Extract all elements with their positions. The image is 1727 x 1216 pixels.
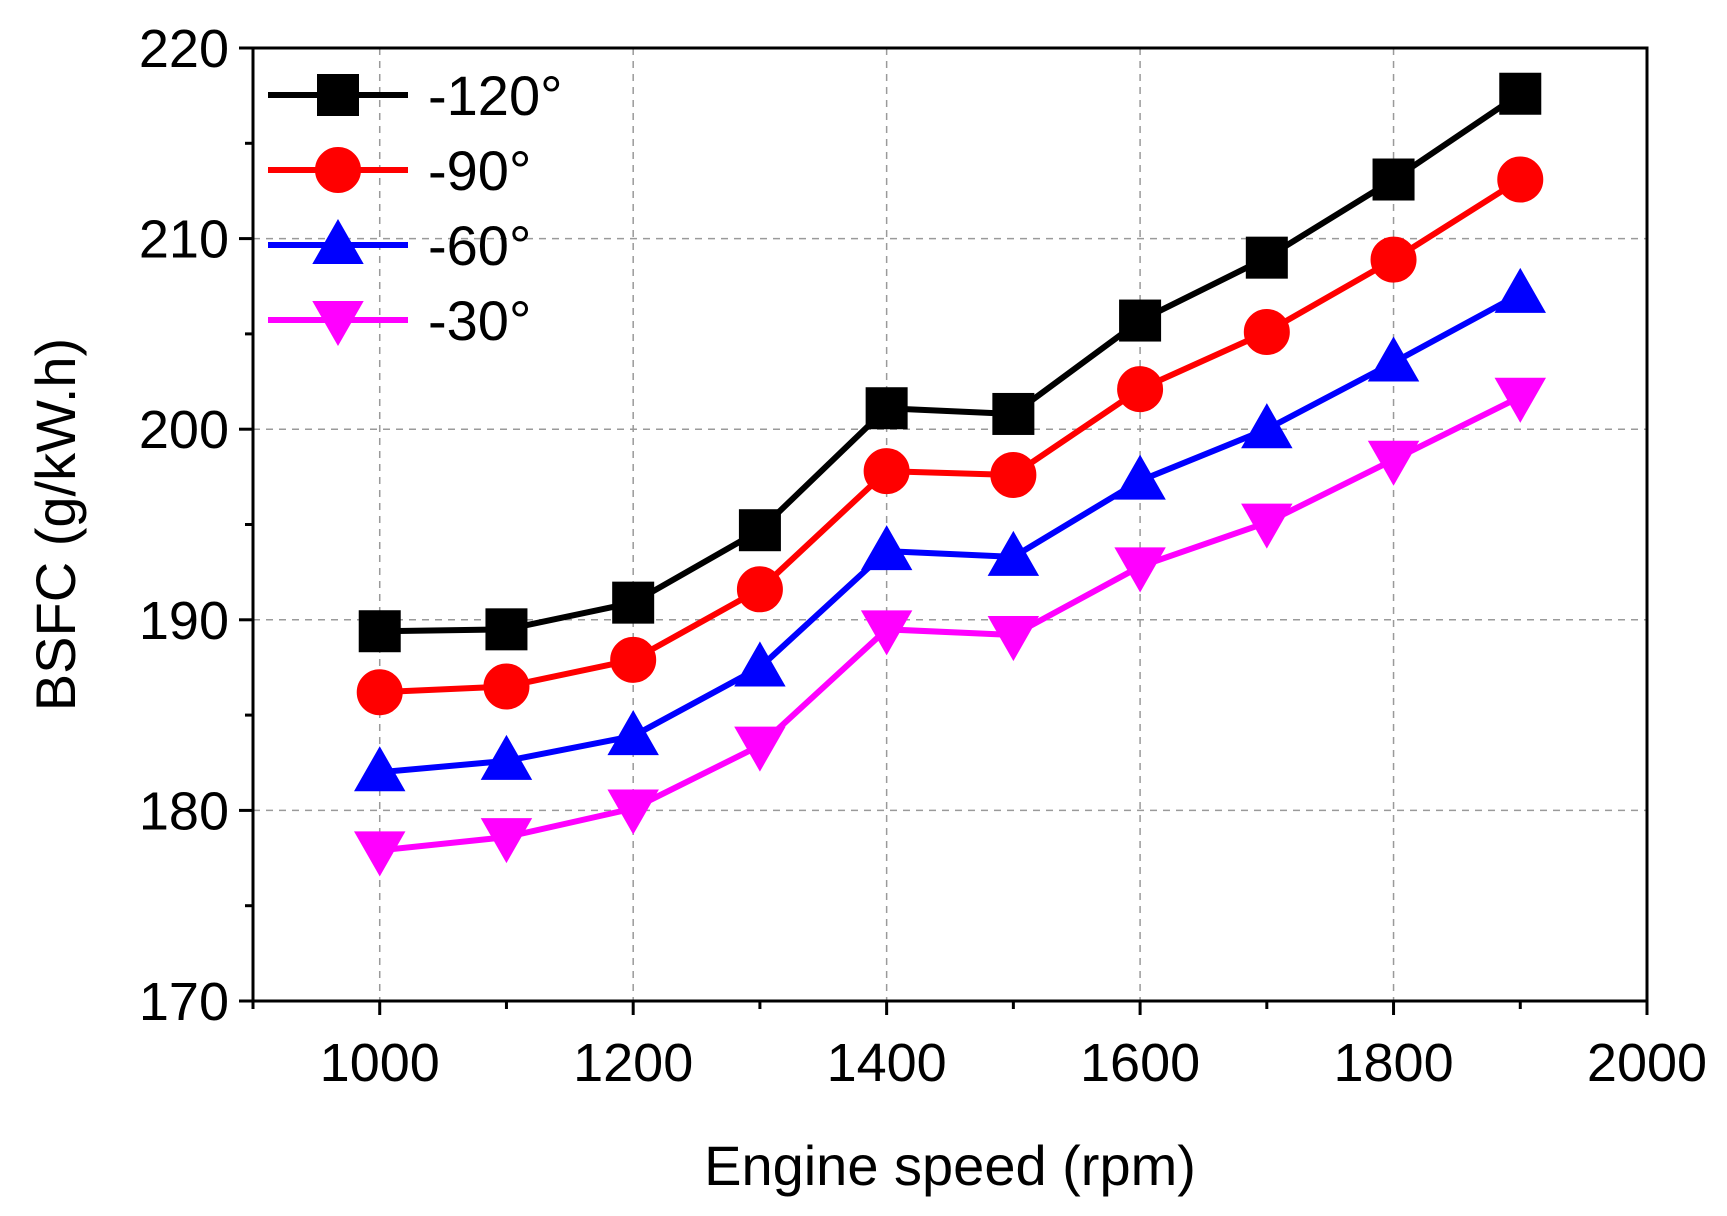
x-tick-label: 1200	[573, 1033, 693, 1093]
legend: -120° -90° -60° -30°	[268, 64, 562, 352]
x-tick-label: 2000	[1587, 1033, 1707, 1093]
legend-marker	[312, 218, 364, 264]
data-point	[1241, 503, 1293, 549]
data-point	[610, 636, 657, 683]
x-tick-label: 1800	[1333, 1033, 1453, 1093]
legend-label: -60°	[428, 214, 531, 277]
data-point	[1245, 236, 1288, 279]
data-point	[1114, 547, 1166, 593]
x-tick-label: 1000	[320, 1033, 440, 1093]
data-point	[358, 610, 401, 653]
y-tick-label: 220	[139, 19, 229, 79]
series-layer	[354, 72, 1546, 877]
data-point	[734, 726, 786, 772]
data-point	[863, 448, 910, 495]
data-point	[738, 509, 781, 552]
axes: 1000 1200 1400 1600 1800 2000 170 180 190 200 210 2…	[139, 19, 1707, 1093]
legend-marker	[315, 147, 361, 193]
data-point	[485, 608, 528, 651]
legend-label: -120°	[428, 64, 562, 127]
series-line	[379, 394, 1522, 854]
data-point	[736, 566, 783, 613]
data-point	[987, 616, 1040, 662]
data-point	[860, 525, 913, 571]
data-point	[1117, 366, 1164, 413]
legend-item: -90°	[268, 139, 531, 202]
data-point	[607, 789, 659, 835]
data-point	[1119, 299, 1162, 342]
data-point	[1494, 377, 1546, 423]
data-point	[1114, 454, 1166, 500]
series-line	[379, 176, 1522, 696]
data-point	[860, 610, 913, 656]
y-tick-label: 170	[139, 972, 229, 1032]
data-point	[354, 746, 406, 792]
y-tick-label: 180	[139, 781, 229, 841]
data-point	[1497, 156, 1544, 203]
x-tick-label: 1400	[827, 1033, 947, 1093]
series-3	[354, 377, 1546, 877]
data-point	[990, 451, 1037, 498]
legend-item: -120°	[268, 64, 562, 127]
data-point	[1241, 403, 1293, 449]
data-point	[734, 641, 786, 687]
data-point	[480, 818, 533, 864]
data-point	[607, 710, 659, 756]
data-point	[1370, 236, 1417, 283]
x-tick-label: 1600	[1080, 1033, 1200, 1093]
series-line	[379, 291, 1522, 776]
data-point	[1243, 308, 1290, 355]
data-point	[992, 392, 1035, 435]
legend-label: -30°	[428, 289, 531, 352]
legend-item: -60°	[268, 214, 531, 277]
data-point	[1499, 72, 1542, 115]
data-point	[987, 530, 1040, 576]
legend-marker	[312, 301, 364, 347]
grid	[253, 48, 1647, 1001]
series-0	[358, 72, 1542, 653]
series-1	[356, 156, 1544, 716]
y-tick-label: 210	[139, 210, 229, 270]
data-point	[483, 663, 530, 710]
data-point	[1494, 267, 1546, 313]
data-point	[356, 669, 403, 716]
data-point	[354, 831, 406, 877]
y-axis-title: BSFC (g/kW.h)	[24, 338, 87, 711]
data-point	[865, 387, 908, 430]
series-2	[354, 267, 1546, 792]
y-tick-label: 200	[139, 400, 229, 460]
series-line	[379, 91, 1522, 635]
data-point	[1372, 158, 1415, 201]
data-point	[1367, 336, 1420, 382]
y-tick-label: 190	[139, 591, 229, 651]
legend-marker	[317, 74, 359, 116]
data-point	[1367, 440, 1420, 486]
legend-item: -30°	[268, 289, 531, 352]
data-point	[480, 734, 533, 780]
x-axis-title: Engine speed (rpm)	[704, 1134, 1196, 1197]
data-point	[612, 581, 655, 624]
legend-label: -90°	[428, 139, 531, 202]
